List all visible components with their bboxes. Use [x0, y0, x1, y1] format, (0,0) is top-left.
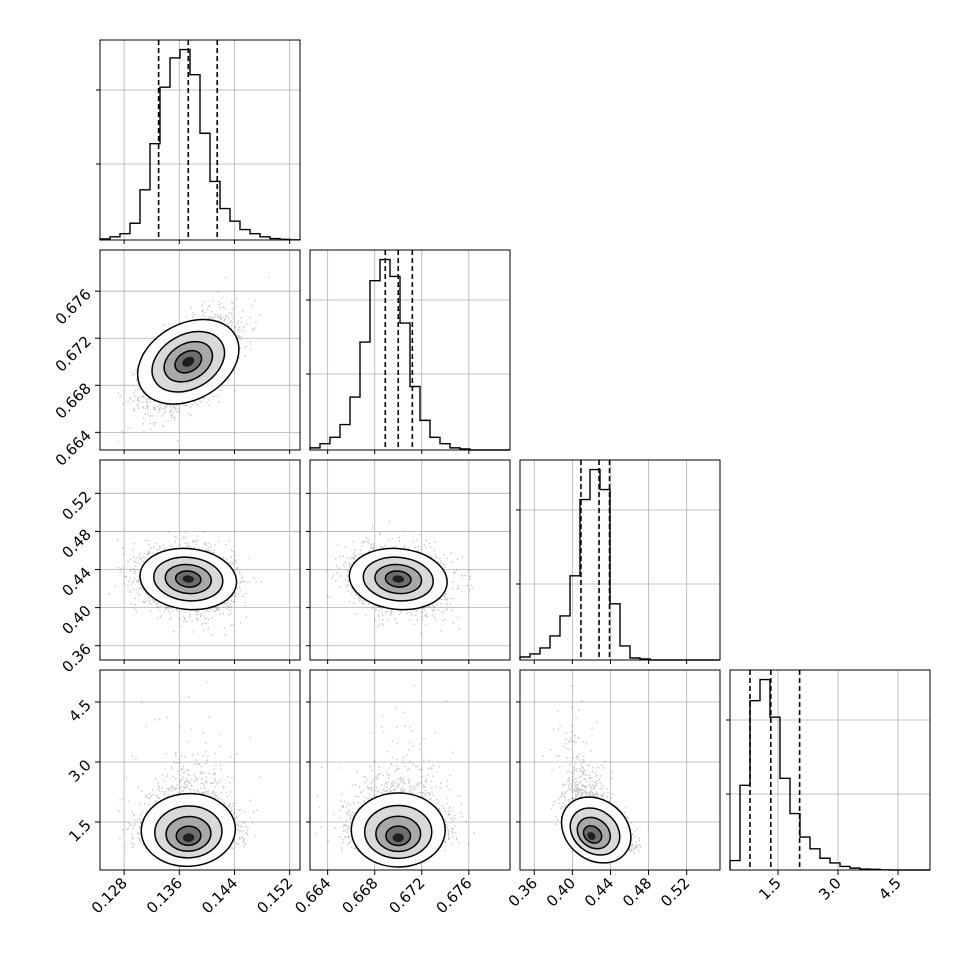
- contour-1-2-0: [348, 547, 448, 611]
- density-shade-0-1-4: [182, 356, 195, 367]
- contour-1-2-2: [374, 563, 423, 595]
- pair-panel-0-1: [99, 249, 301, 451]
- contour-2-3-2: [576, 816, 612, 850]
- hist-panel-2: [516, 459, 721, 661]
- density-shade-0-3-4: [183, 833, 195, 843]
- density-shade-2-3-4: [587, 832, 596, 840]
- hist-frame-3: [729, 669, 931, 871]
- contour-2-3-3: [582, 825, 603, 844]
- ytick-label-1-2: 0.672: [52, 332, 95, 375]
- hist-frame-2: [519, 459, 721, 661]
- histogram-2: [519, 468, 720, 661]
- ytick-label-3-2: 4.5: [65, 696, 95, 726]
- contour-0-1-1: [151, 330, 226, 393]
- contour-0-2-2: [164, 563, 213, 595]
- contour-0-3-0: [140, 792, 237, 868]
- hist-panel-1: [306, 249, 511, 451]
- density-shade-1-3-4: [392, 833, 404, 843]
- hist-panel-3: [726, 669, 931, 871]
- hist-panel-0: [96, 39, 301, 241]
- panel-content-1-2: [310, 460, 510, 660]
- panel-content-1-3: [310, 670, 510, 870]
- panel-content-0-2: [100, 460, 300, 660]
- ytick-label-2-2: 0.44: [58, 564, 94, 600]
- pair-panel-1-2: [309, 459, 511, 661]
- xtick-label-1-2: 0.672: [385, 874, 428, 917]
- density-shade-0-2-4: [182, 575, 195, 583]
- contour-0-3-1: [154, 805, 223, 859]
- contour-2-3-0: [560, 796, 632, 864]
- ytick-label-2-4: 0.52: [58, 487, 94, 523]
- pair-frame-1-2: [309, 459, 511, 661]
- ytick-label-3-0: 1.5: [65, 816, 95, 846]
- contour-0-2-1: [153, 556, 224, 602]
- ytick-label-1-0: 0.664: [52, 426, 95, 469]
- xtick-label-3-1: 3.0: [815, 874, 845, 904]
- hist-frame-1: [309, 249, 511, 451]
- contour-0-1-0: [136, 318, 240, 405]
- xtick-label-0-0: 0.128: [88, 874, 131, 917]
- histogram-0: [99, 48, 301, 241]
- contour-0-3-3: [175, 825, 202, 847]
- xtick-label-0-3: 0.152: [253, 874, 296, 917]
- pair-panel-0-3: [99, 669, 301, 871]
- pair-frame-2-3: [519, 669, 721, 871]
- panel-content-2-3: [520, 670, 720, 870]
- contour-1-2-3: [384, 570, 412, 588]
- contour-0-2-0: [139, 547, 238, 611]
- pair-panel-1-3: [309, 669, 511, 871]
- density-shade-1-2-4: [392, 575, 405, 583]
- pair-frame-0-2: [99, 459, 301, 661]
- ytick-label-2-3: 0.48: [58, 526, 94, 562]
- contour-0-1-2: [163, 340, 214, 383]
- xtick-label-2-3: 0.48: [619, 874, 655, 910]
- xtick-label-2-0: 0.36: [505, 874, 541, 910]
- xtick-label-1-0: 0.664: [291, 874, 334, 917]
- xtick-label-0-2: 0.144: [198, 874, 241, 917]
- pair-frame-1-3: [309, 669, 511, 871]
- contour-1-3-0: [350, 792, 446, 868]
- contour-0-1-3: [174, 349, 203, 374]
- histogram-3: [729, 678, 930, 871]
- xtick-label-1-3: 0.676: [433, 874, 476, 917]
- histogram-1: [309, 258, 510, 451]
- ytick-label-2-0: 0.36: [58, 640, 94, 676]
- xtick-label-1-1: 0.668: [338, 874, 381, 917]
- xtick-label-2-2: 0.44: [581, 874, 617, 910]
- contour-1-2-1: [362, 556, 434, 602]
- pair-frame-0-3: [99, 669, 301, 871]
- contour-1-3-1: [363, 804, 433, 860]
- xtick-label-2-4: 0.52: [657, 874, 693, 910]
- contour-1-3-2: [375, 815, 422, 853]
- hist-frame-0: [99, 39, 301, 241]
- xtick-label-3-2: 4.5: [875, 874, 905, 904]
- panel-content-0-3: [100, 670, 300, 870]
- contour-2-3-1: [569, 807, 621, 856]
- xtick-label-2-1: 0.40: [543, 874, 579, 910]
- pair-frame-0-1: [99, 249, 301, 451]
- panel-content-0-1: [100, 250, 300, 450]
- contour-0-3-2: [165, 815, 212, 852]
- ytick-label-2-1: 0.40: [58, 602, 94, 638]
- xtick-label-0-1: 0.136: [143, 874, 186, 917]
- contour-1-3-3: [385, 825, 412, 847]
- xtick-label-3-0: 1.5: [755, 874, 785, 904]
- pair-panel-2-3: [519, 669, 721, 871]
- pair-panel-0-2: [99, 459, 301, 661]
- ytick-label-1-3: 0.676: [52, 285, 95, 328]
- ytick-label-3-1: 3.0: [65, 756, 95, 786]
- contour-0-2-3: [174, 570, 202, 588]
- ytick-label-1-1: 0.668: [52, 379, 95, 422]
